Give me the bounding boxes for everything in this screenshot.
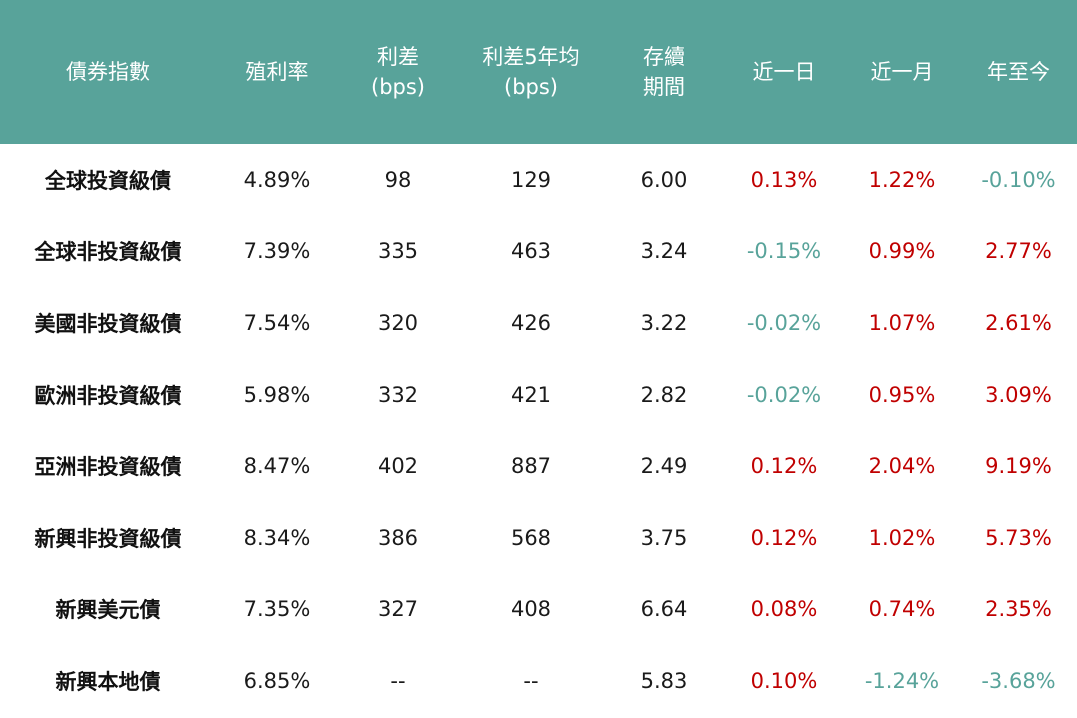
cell-spread5y: 426 [510,310,552,335]
table-row: 新興美元債 7.35% 327 408 6.64 0.08% 0.74% 2.35% [0,574,1077,646]
cell-spread: 335 [377,239,419,264]
cell-d1: 0.12% [750,525,818,550]
column-header-m1: 近一月 [844,0,960,144]
cell-duration: 2.49 [640,454,688,479]
cell-yield: 6.85% [243,668,311,693]
column-header-duration: 存續 期間 [604,0,724,144]
cell-index: 全球非投資級債 [34,240,182,265]
cell-spread: -- [390,668,406,693]
cell-spread: 386 [377,525,419,550]
cell-m1: 1.22% [868,167,936,192]
cell-yield: 7.54% [243,310,311,335]
column-header-d1: 近一日 [724,0,844,144]
cell-spread: 402 [377,454,419,479]
cell-index: 美國非投資級債 [34,311,182,336]
table-row: 新興非投資級債 8.34% 386 568 3.75 0.12% 1.02% 5.73% [0,502,1077,574]
cell-spread5y: 408 [510,597,552,622]
column-header-line: 期間 [643,75,685,99]
cell-m1: 1.02% [868,525,936,550]
cell-duration: 6.00 [640,167,688,192]
cell-spread5y: 421 [510,382,552,407]
column-header-line: 存續 [643,45,685,69]
cell-index: 新興美元債 [55,598,161,623]
cell-m1: -1.24% [864,668,940,693]
cell-d1: 0.13% [750,167,818,192]
column-header-index: 債券指數 [0,0,216,144]
cell-m1: 0.95% [868,382,936,407]
column-header-line: (bps) [371,75,425,99]
cell-index: 新興本地債 [55,669,161,694]
cell-duration: 3.22 [640,310,688,335]
table-body: 全球投資級債 4.89% 98 129 6.00 0.13% 1.22% -0.10% 全球非投… [0,144,1077,717]
column-header-line: 年至今 [987,60,1050,84]
cell-yield: 7.39% [243,239,311,264]
cell-m1: 2.04% [868,454,936,479]
column-header-line: 近一月 [870,60,934,84]
cell-d1: 0.10% [750,668,818,693]
cell-yield: 4.89% [243,167,311,192]
table-row: 全球投資級債 4.89% 98 129 6.00 0.13% 1.22% -0.10% [0,144,1077,216]
cell-index: 新興非投資級債 [34,526,182,551]
cell-index: 全球投資級債 [45,168,171,193]
table-row: 美國非投資級債 7.54% 320 426 3.22 -0.02% 1.07% 2.61% [0,287,1077,359]
table-row: 歐洲非投資級債 5.98% 332 421 2.82 -0.02% 0.95% 3.09% [0,359,1077,431]
cell-spread: 98 [384,167,412,192]
column-header-yield: 殖利率 [216,0,338,144]
cell-spread5y: 463 [510,239,552,264]
cell-duration: 6.64 [640,597,688,622]
column-header-ytd: 年至今 [960,0,1077,144]
cell-yield: 8.47% [243,454,311,479]
cell-spread5y: -- [523,668,539,693]
cell-ytd: 9.19% [985,454,1052,479]
column-header-line: 殖利率 [245,60,309,84]
cell-duration: 3.75 [640,525,688,550]
table-row: 亞洲非投資級債 8.47% 402 887 2.49 0.12% 2.04% 9.19% [0,430,1077,502]
column-header-line: 債券指數 [66,60,150,84]
cell-spread5y: 887 [510,454,552,479]
cell-ytd: 2.77% [985,239,1052,264]
cell-spread5y: 568 [510,525,552,550]
cell-index: 歐洲非投資級債 [34,383,182,408]
cell-d1: 0.08% [750,597,818,622]
cell-index: 亞洲非投資級債 [34,455,182,480]
cell-d1: 0.12% [750,454,818,479]
cell-d1: -0.02% [746,382,822,407]
cell-m1: 1.07% [868,310,936,335]
column-header-spread5y: 利差5年均 (bps) [458,0,604,144]
cell-duration: 2.82 [640,382,688,407]
cell-spread5y: 129 [510,167,552,192]
cell-duration: 5.83 [640,668,688,693]
cell-yield: 5.98% [243,382,311,407]
cell-spread: 327 [377,597,419,622]
cell-ytd: -3.68% [981,668,1056,693]
cell-ytd: 2.61% [985,310,1052,335]
cell-m1: 0.99% [868,239,936,264]
column-header-line: 近一日 [752,60,816,84]
cell-spread: 320 [377,310,419,335]
cell-d1: -0.15% [746,239,822,264]
column-header-line: (bps) [504,75,558,99]
cell-ytd: -0.10% [981,167,1056,192]
table-row: 新興本地債 6.85% -- -- 5.83 0.10% -1.24% -3.68% [0,645,1077,717]
column-header-line: 利差 [377,45,419,69]
cell-ytd: 3.09% [985,382,1052,407]
column-header-spread: 利差 (bps) [338,0,458,144]
cell-d1: -0.02% [746,310,822,335]
cell-ytd: 2.35% [985,597,1052,622]
cell-spread: 332 [377,382,419,407]
cell-m1: 0.74% [868,597,936,622]
table-header: 債券指數 殖利率 利差 (bps) 利差5年均 (bps) 存續期間 近一日 近一月 年至今 [0,0,1077,144]
cell-ytd: 5.73% [985,525,1052,550]
table-row: 全球非投資級債 7.39% 335 463 3.24 -0.15% 0.99% 2.77% [0,216,1077,288]
column-header-line: 利差5年均 [482,45,580,69]
cell-yield: 8.34% [243,525,311,550]
header-row: 債券指數 殖利率 利差 (bps) 利差5年均 (bps) 存續期間 近一日 近一月 年至今 [0,0,1077,144]
cell-yield: 7.35% [243,597,311,622]
cell-duration: 3.24 [640,239,688,264]
